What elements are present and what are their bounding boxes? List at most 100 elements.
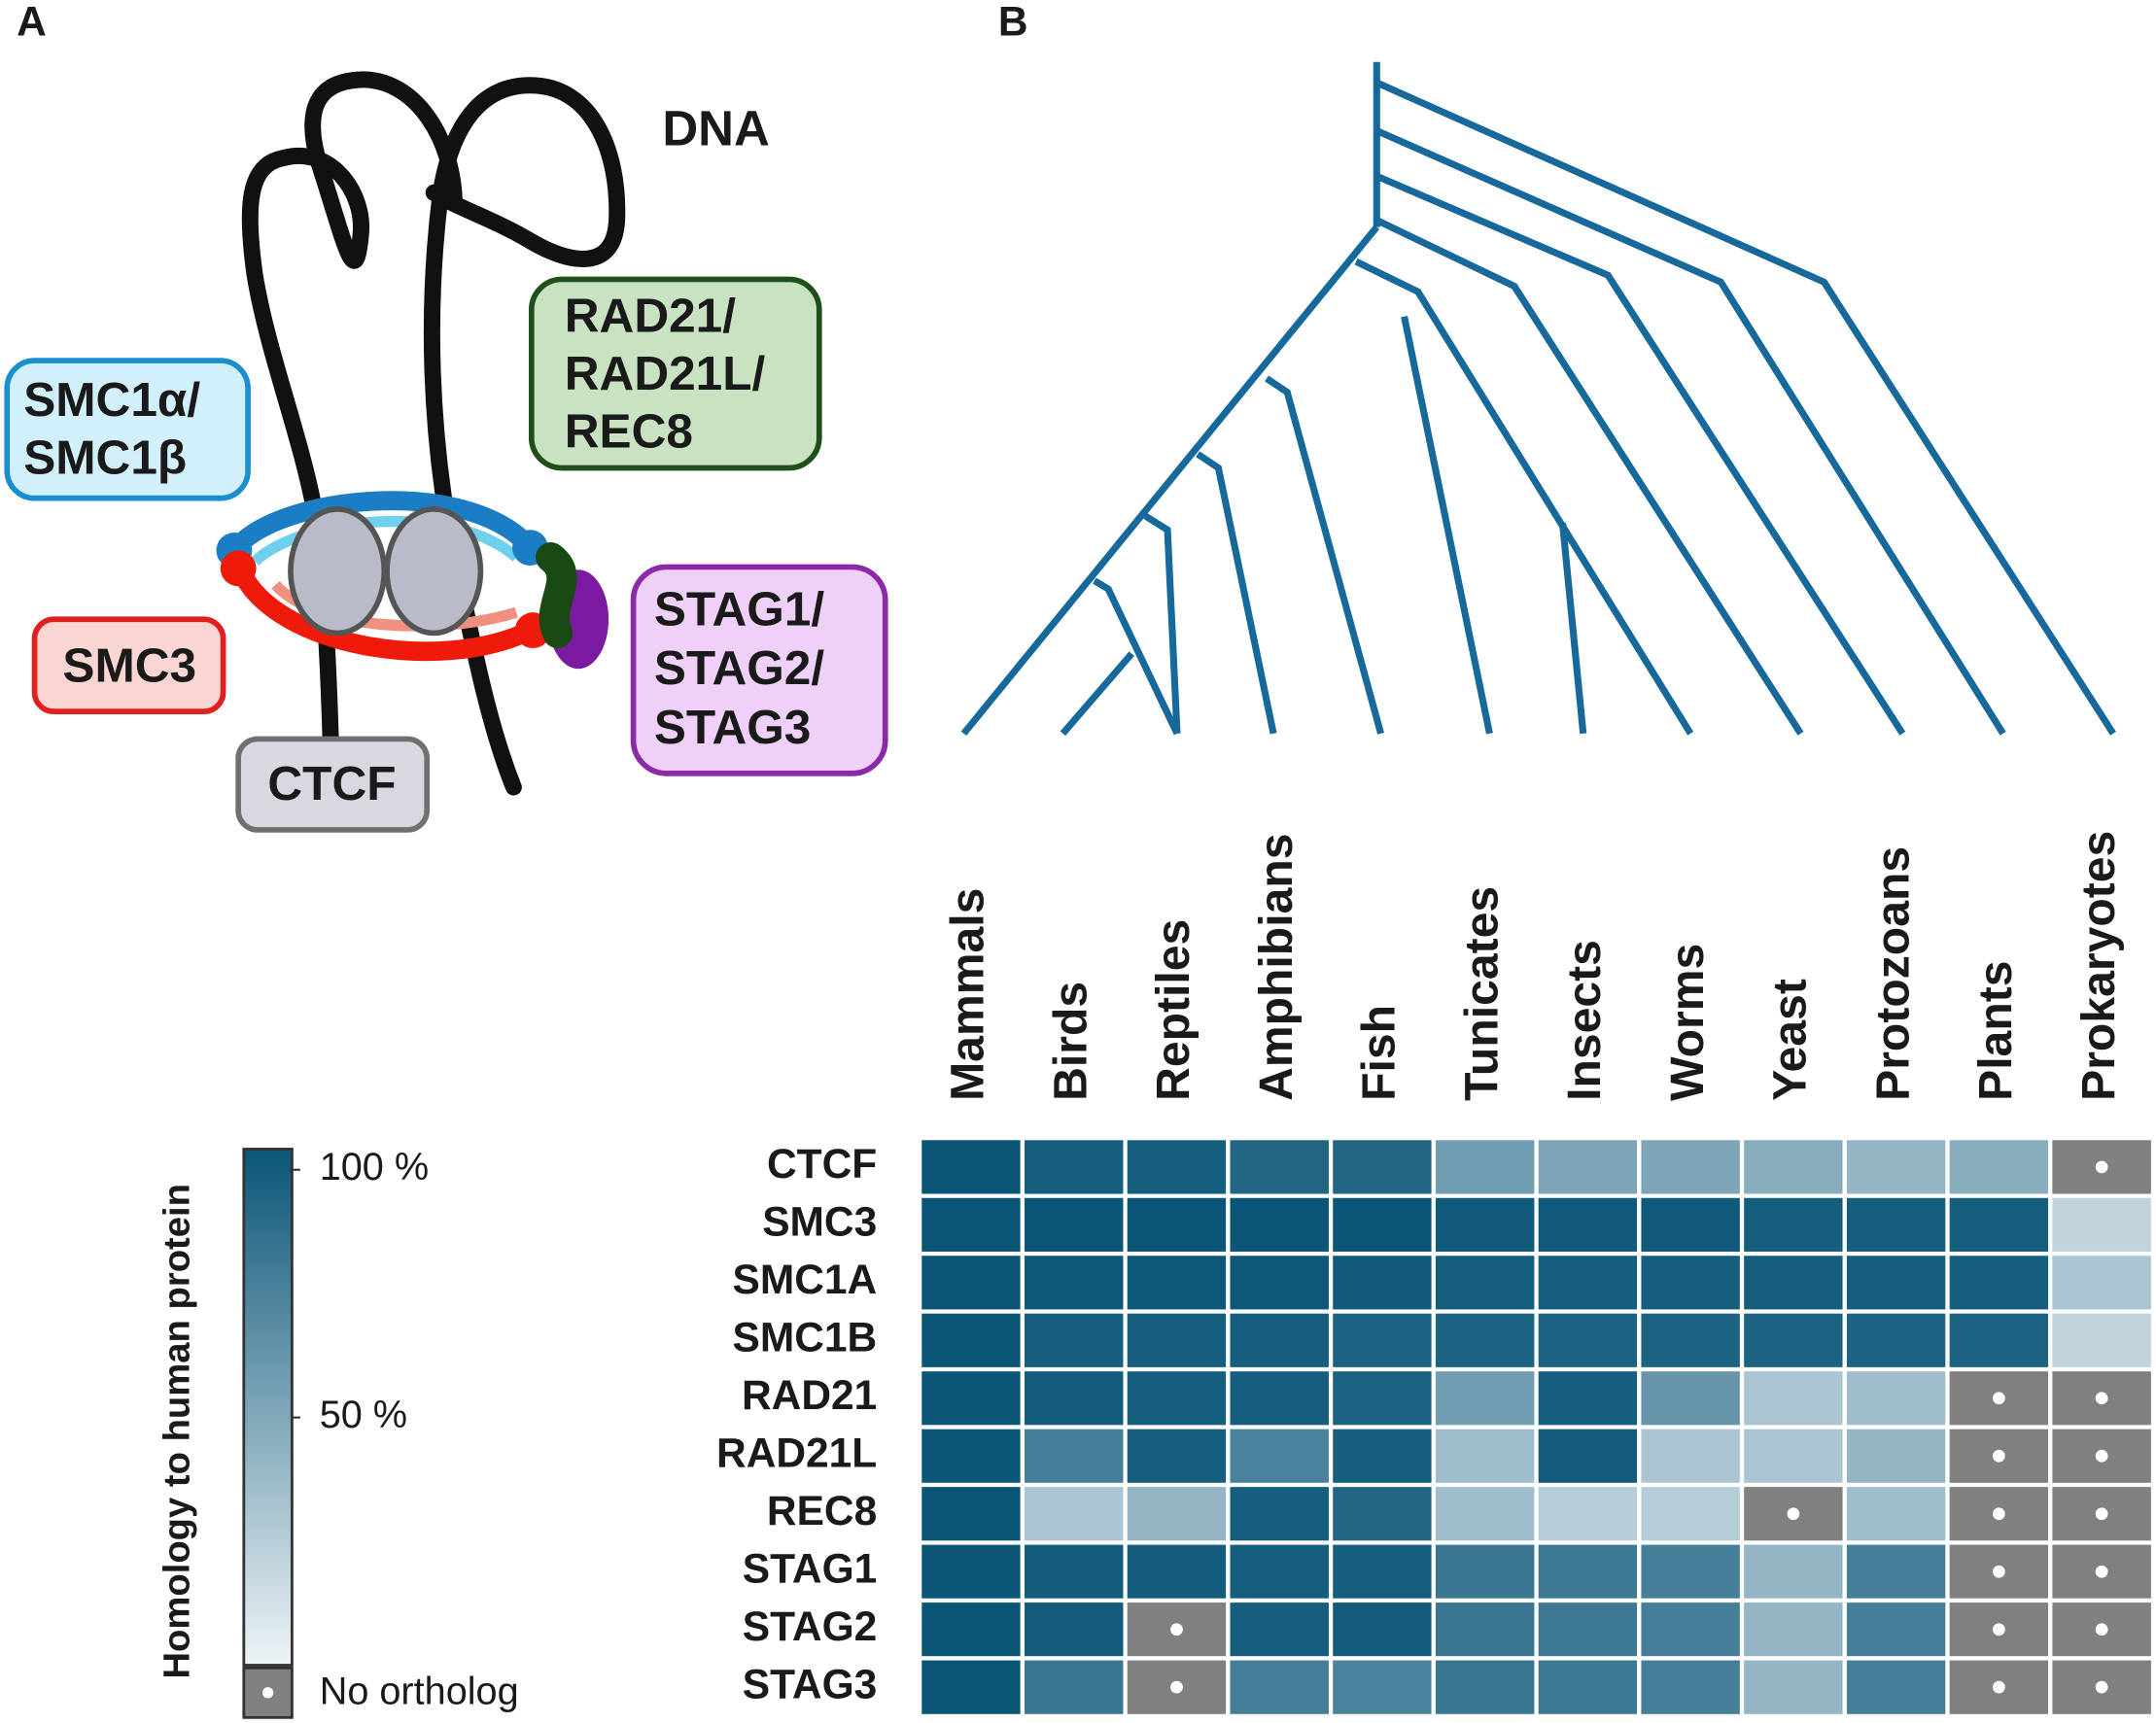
heatmap-cell	[2048, 1193, 2156, 1257]
heatmap-cell	[1842, 1482, 1950, 1545]
tree-branch	[1374, 79, 2116, 736]
rad21-label: RAD21/	[565, 289, 736, 343]
heatmap-cell	[1637, 1136, 1745, 1198]
heatmap-cell	[1328, 1193, 1436, 1257]
heatmap-cell	[1431, 1193, 1539, 1257]
no-ortholog-label: No ortholog	[320, 1671, 519, 1713]
ctcf-label: CTCF	[267, 756, 396, 810]
heatmap-cell	[918, 1309, 1026, 1372]
tree-branch	[1558, 522, 1587, 735]
no-ortholog-dot	[2095, 1160, 2108, 1174]
heatmap-cell	[1842, 1425, 1950, 1488]
heatmap-cell	[1637, 1366, 1745, 1430]
heatmap-cell	[1739, 1136, 1847, 1198]
row-label: STAG3	[743, 1662, 877, 1707]
heatmap-cell	[918, 1136, 1026, 1198]
heatmap-cell	[1226, 1482, 1334, 1545]
heatmap-cell	[2048, 1251, 2156, 1314]
heatmap-cell	[1842, 1309, 1950, 1372]
heatmap-cell	[1637, 1425, 1745, 1488]
heatmap-cell	[1534, 1482, 1642, 1545]
heatmap-cell	[1637, 1251, 1745, 1314]
no-ortholog-dot	[2095, 1507, 2108, 1521]
column-label: Birds	[1044, 982, 1096, 1101]
heatmap-cell	[1945, 1656, 2053, 1719]
row-label: STAG2	[743, 1604, 877, 1650]
heatmap-cell	[1123, 1540, 1231, 1603]
dna-label: DNA	[662, 100, 769, 155]
cohesin-diagram: DNA RAD21/ RAD21L/ REC8 SMC1α/ SMC1β SMC…	[4, 71, 888, 833]
row-label: RAD21L	[716, 1430, 877, 1476]
heatmap-cell	[1534, 1540, 1642, 1603]
heatmap-cell	[1739, 1251, 1847, 1314]
row-label: SMC1A	[733, 1258, 878, 1303]
heatmap: Mammals Birds Reptiles Amphibians Fish Tunica…	[156, 831, 2156, 1719]
heatmap-cell	[1431, 1366, 1539, 1430]
heatmap-cell	[1123, 1482, 1231, 1545]
label-box	[528, 276, 822, 471]
smc3-arm	[231, 561, 540, 662]
heatmap-cell	[1328, 1425, 1436, 1488]
heatmap-cell	[1842, 1656, 1950, 1719]
column-label: Prokaryotes	[2072, 831, 2125, 1101]
rad21-label: RAD21L/	[565, 346, 766, 400]
heatmap-cell	[1739, 1193, 1847, 1257]
heatmap-cell	[1123, 1309, 1231, 1372]
heatmap-cell	[1739, 1366, 1847, 1430]
heatmap-cell	[1328, 1482, 1436, 1545]
column-label: Worms	[1661, 944, 1714, 1101]
heatmap-cell	[1534, 1309, 1642, 1372]
heatmap-cell	[1020, 1309, 1128, 1372]
heatmap-cell	[1226, 1193, 1334, 1257]
heatmap-cell	[1328, 1656, 1436, 1719]
heatmap-cell	[2048, 1309, 2156, 1372]
label-box	[31, 616, 226, 714]
heatmap-cell	[1534, 1598, 1642, 1661]
no-ortholog-dot	[1170, 1623, 1183, 1637]
heatmap-cell	[1123, 1251, 1231, 1314]
heatmap-cell	[1637, 1309, 1745, 1372]
heatmap-cell	[1945, 1251, 2053, 1314]
heatmap-cell	[1842, 1193, 1950, 1257]
column-label: Yeast	[1764, 979, 1817, 1101]
rad21	[536, 541, 577, 648]
heatmap-cell	[1431, 1136, 1539, 1198]
row-label: CTCF	[767, 1142, 877, 1188]
heatmap-cell	[1534, 1251, 1642, 1314]
row-label: SMC3	[762, 1200, 877, 1246]
stag-label: STAG1/	[654, 581, 825, 636]
heatmap-cell	[1637, 1193, 1745, 1257]
heatmap-cell	[1945, 1309, 2053, 1372]
heatmap-cell	[1020, 1598, 1128, 1661]
no-ortholog-dot	[2095, 1623, 2108, 1637]
heatmap-cell	[1328, 1540, 1436, 1603]
heatmap-cell	[1020, 1366, 1128, 1430]
heatmap-cell	[1328, 1366, 1436, 1430]
heatmap-cell	[1226, 1656, 1334, 1719]
tree-branch	[1265, 375, 1384, 735]
heatmap-cell	[1020, 1193, 1128, 1257]
heatmap-cell	[1534, 1193, 1642, 1257]
tree-branch	[1374, 217, 1804, 736]
column-label: Mammals	[942, 888, 994, 1101]
heatmap-cell	[1842, 1540, 1950, 1603]
tree-branch	[1374, 173, 1906, 736]
panel-label: A	[17, 0, 47, 46]
heatmap-cell	[1328, 1136, 1436, 1198]
heatmap-cell	[1226, 1309, 1334, 1372]
ctcf-ellipse	[288, 506, 388, 637]
heatmap-cell	[1226, 1366, 1334, 1430]
heatmap-cell	[1328, 1598, 1436, 1661]
row-label: RAD21	[742, 1373, 877, 1419]
row-label: STAG1	[743, 1546, 877, 1592]
heatmap-cell	[1020, 1136, 1128, 1198]
heatmap-cell	[1534, 1366, 1642, 1430]
column-label: Reptiles	[1147, 919, 1200, 1101]
heatmap-cell	[1431, 1309, 1539, 1372]
smc1-arm	[224, 491, 540, 561]
heatmap-cell	[1328, 1251, 1436, 1314]
row-label: REC8	[767, 1489, 877, 1534]
heatmap-cell	[1020, 1251, 1128, 1314]
heatmap-cell	[1637, 1482, 1745, 1545]
